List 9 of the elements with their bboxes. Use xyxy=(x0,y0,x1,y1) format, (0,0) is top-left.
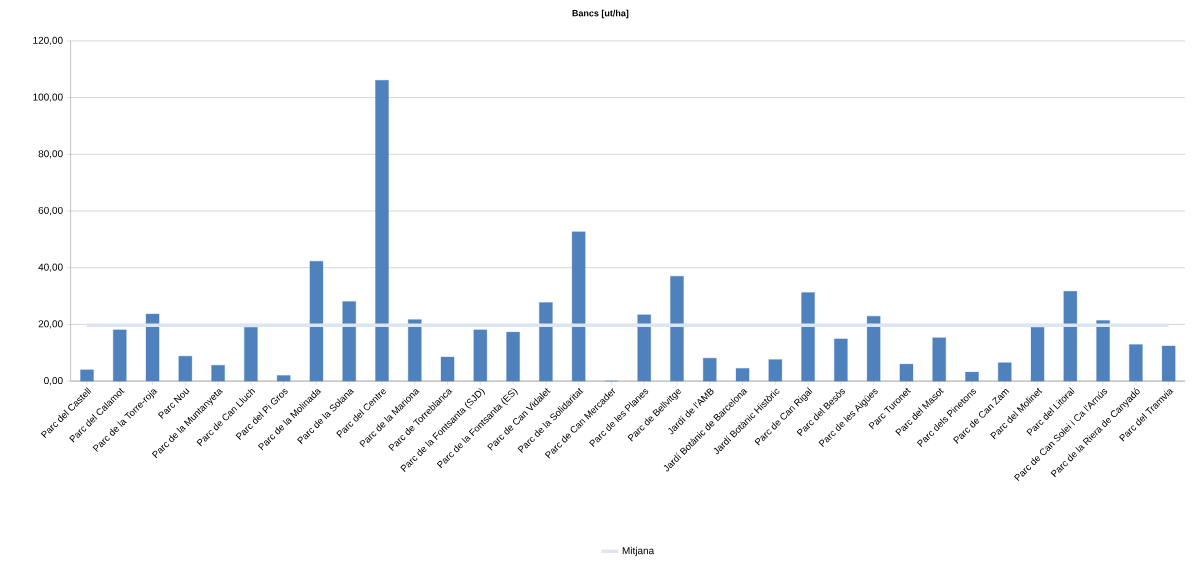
y-tick-label: 80,00 xyxy=(38,150,63,159)
legend-label: Mitjana xyxy=(622,547,655,557)
y-tick-label: 100,00 xyxy=(33,93,63,102)
y-tick-label: 60,00 xyxy=(38,207,63,216)
y-tick-label: 40,00 xyxy=(38,263,63,272)
chart-title: Bancs [ut/ha] xyxy=(572,9,629,19)
y-tick-label: 0,00 xyxy=(44,377,63,386)
y-tick-label: 20,00 xyxy=(38,320,63,329)
y-tick-label: 120,00 xyxy=(33,36,63,46)
